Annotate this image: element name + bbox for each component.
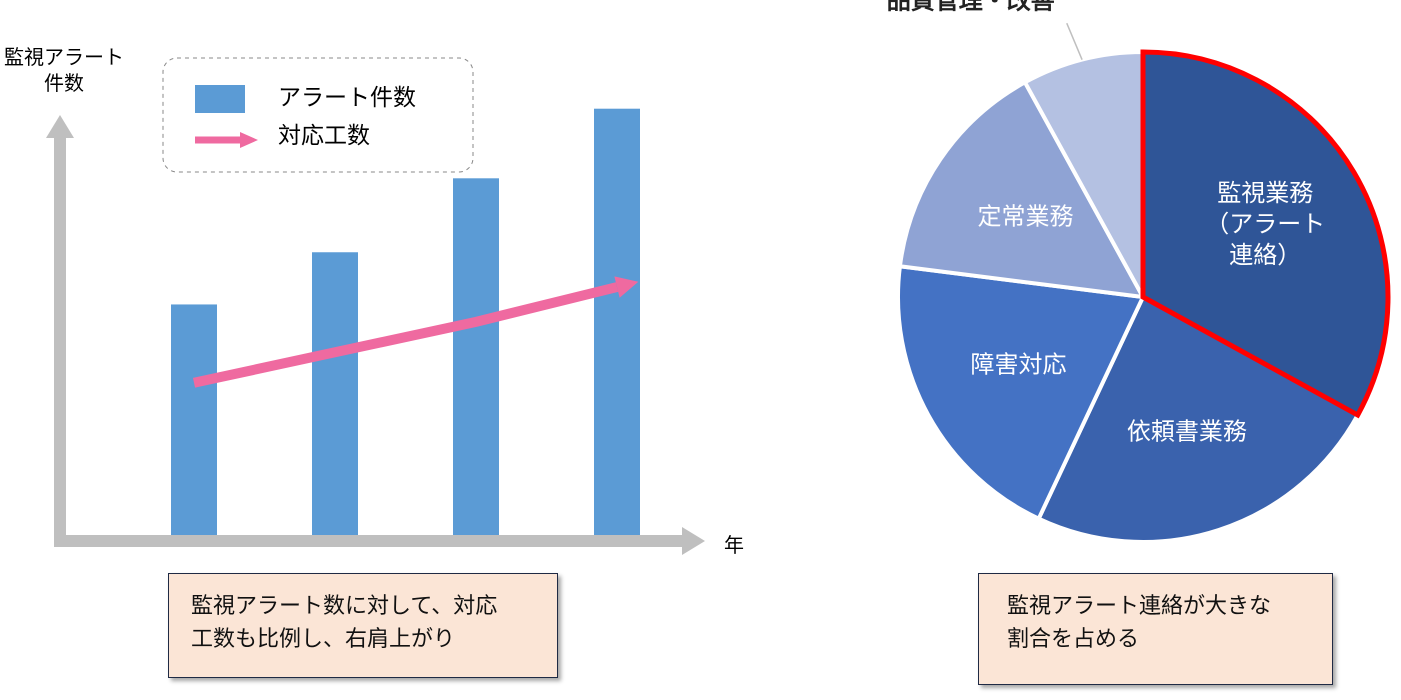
slice-label: 定常業務 [977,202,1074,231]
slice-label: 依頼書業務 [1126,417,1247,446]
slice-label: 品質管理・改善 [886,0,1055,15]
pie-slice [1140,49,1391,419]
trend-line [192,282,619,388]
legend-label: 対応工数 [278,123,370,149]
bar [594,108,640,535]
legend-box [162,57,474,173]
bar [453,178,499,536]
pie-slice [1036,294,1361,544]
pie-slice [897,79,1147,300]
bar [171,304,217,535]
annotation: 監視アラート数に対して、対応 工数も比例し、右肩上がり [168,573,558,678]
trend-arrowhead [614,276,639,298]
x-axis-label: 年 [724,533,744,557]
slice-label: 監視業務 （アラート連絡） [1205,178,1326,270]
bar [312,252,358,535]
leader-line [1066,22,1083,60]
y-axis-label: 監視アラート 件数 [4,45,124,95]
slice-label: 障害対応 [970,350,1067,379]
x-axis-arrow [682,527,705,555]
y-axis-arrow [46,115,74,138]
legend-label: アラート件数 [278,85,416,111]
legend-swatch [240,132,258,148]
pie-slice [896,264,1146,522]
legend-swatch [195,85,245,113]
annotation: 監視アラート連絡が大きな 割合を占める [978,573,1333,685]
